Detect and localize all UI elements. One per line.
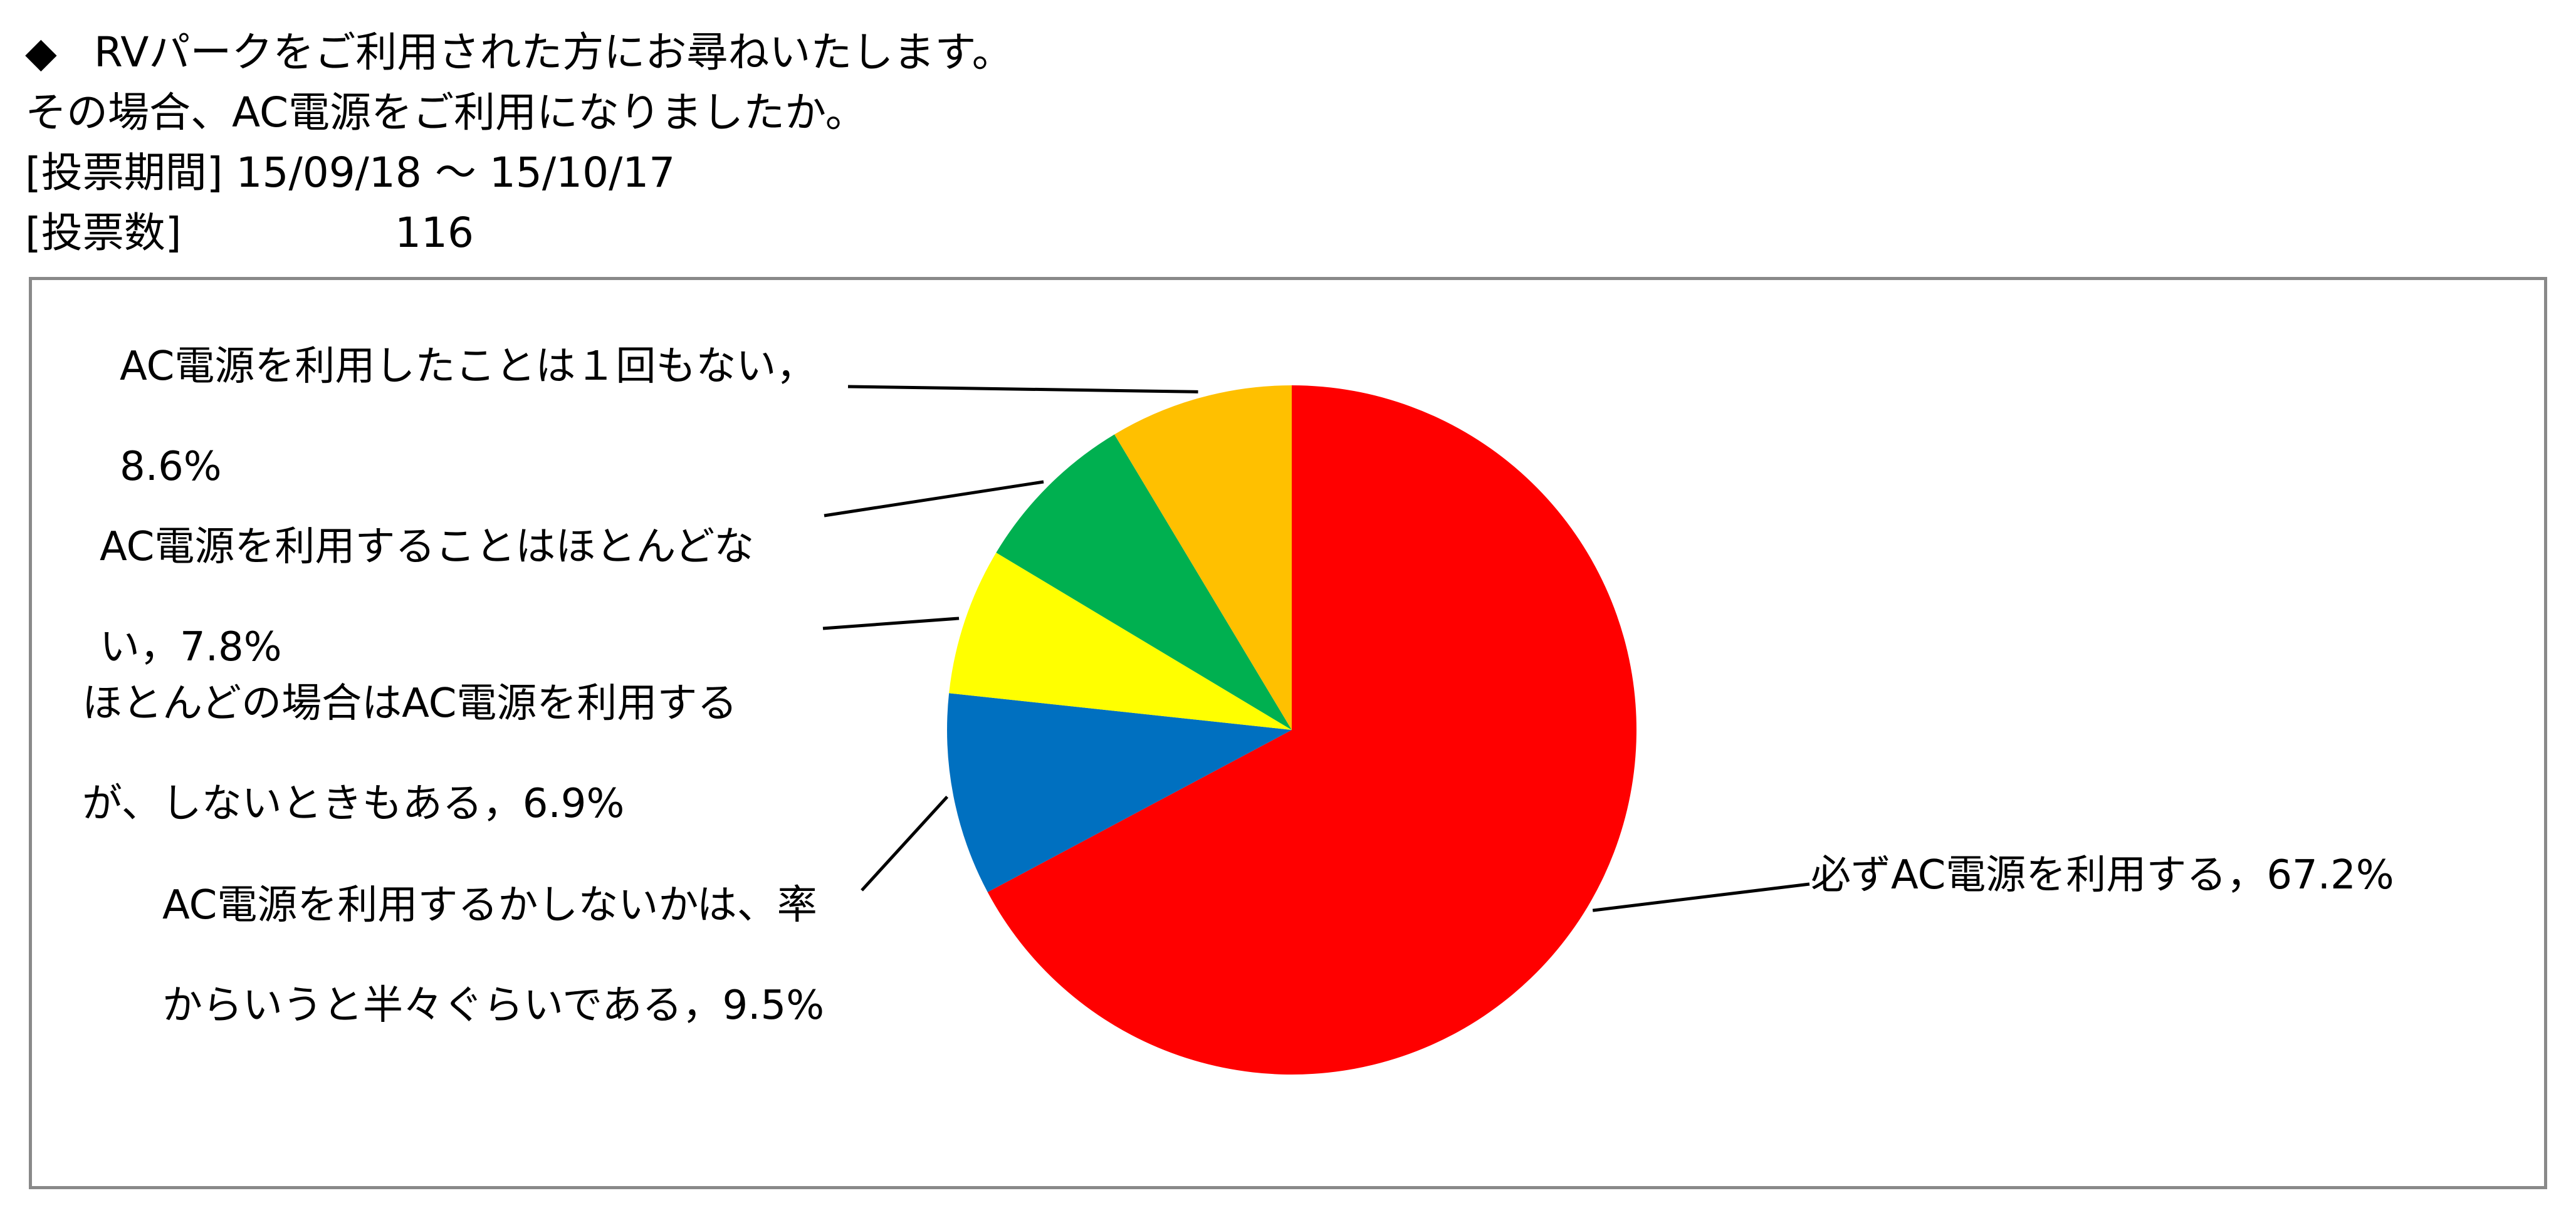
slice-label-half: AC電源を利用するかしないかは、率 からいうと半々ぐらいである，9.5% bbox=[162, 855, 824, 1056]
vote-count: [投票数] 116 bbox=[25, 203, 2469, 263]
voting-period-value: 15/09/18 〜 15/10/17 bbox=[236, 148, 676, 197]
voting-period: [投票期間] 15/09/18 〜 15/10/17 bbox=[25, 143, 2469, 203]
pie-slice-rarely bbox=[996, 434, 1292, 730]
pie-chart bbox=[822, 385, 1810, 1075]
slice-label-line: 8.6% bbox=[120, 444, 222, 490]
slice-label-line: ほとんどの場合はAC電源を利用する bbox=[82, 680, 738, 727]
chart-area: 必ずAC電源を利用する，67.2% AC電源を利用するかしないかは、率 からいう… bbox=[29, 277, 2547, 1189]
slice-label-line: 必ずAC電源を利用する，67.2% bbox=[1811, 852, 2394, 898]
vote-count-value: 116 bbox=[395, 209, 474, 257]
survey-header: ◆ RVパークをご利用された方にお尋ねいたします。 その場合、AC電源をご利用にな… bbox=[25, 23, 2469, 263]
leader-line-always bbox=[1592, 882, 1810, 912]
voting-period-label: [投票期間] bbox=[25, 148, 223, 197]
slice-label-line: AC電源を利用することはほとんどな bbox=[100, 524, 755, 570]
question-line-2: その場合、AC電源をご利用になりましたか。 bbox=[25, 88, 867, 137]
slice-label-mostly: ほとんどの場合はAC電源を利用する が、しないときもある，6.9% bbox=[82, 653, 737, 854]
slice-label-line: が、しないときもある，6.9% bbox=[82, 781, 625, 827]
pie-slice-always bbox=[987, 385, 1636, 1075]
slice-label-never: AC電源を利用したことは１回もない， 8.6% bbox=[120, 316, 816, 517]
slice-label-line: からいうと半々ぐらいである，9.5% bbox=[162, 982, 825, 1029]
question-text: RVパークをご利用された方にお尋ねいたします。 bbox=[94, 28, 1013, 76]
leader-line-rarely bbox=[824, 480, 1044, 518]
pie-slice-never bbox=[1114, 385, 1292, 730]
leader-line-never bbox=[847, 385, 1198, 393]
pie-slice-half bbox=[947, 693, 1292, 892]
leader-line-mostly bbox=[822, 617, 960, 630]
diamond-bullet-icon: ◆ bbox=[25, 28, 57, 76]
slice-label-line: AC電源を利用するかしないかは、率 bbox=[162, 882, 817, 929]
question-line-1: ◆ RVパークをご利用された方にお尋ねいたします。 bbox=[25, 23, 2469, 83]
slice-label-line: い，7.8% bbox=[100, 624, 282, 670]
vote-count-label: [投票数] bbox=[25, 209, 182, 257]
slice-label-always: 必ずAC電源を利用する，67.2% bbox=[1811, 825, 2394, 925]
slice-label-rarely: AC電源を利用することはほとんどな い，7.8% bbox=[100, 497, 754, 697]
slice-label-line: AC電源を利用したことは１回もない， bbox=[120, 343, 817, 390]
pie-slice-mostly bbox=[949, 553, 1292, 730]
leader-line-half bbox=[861, 795, 949, 892]
